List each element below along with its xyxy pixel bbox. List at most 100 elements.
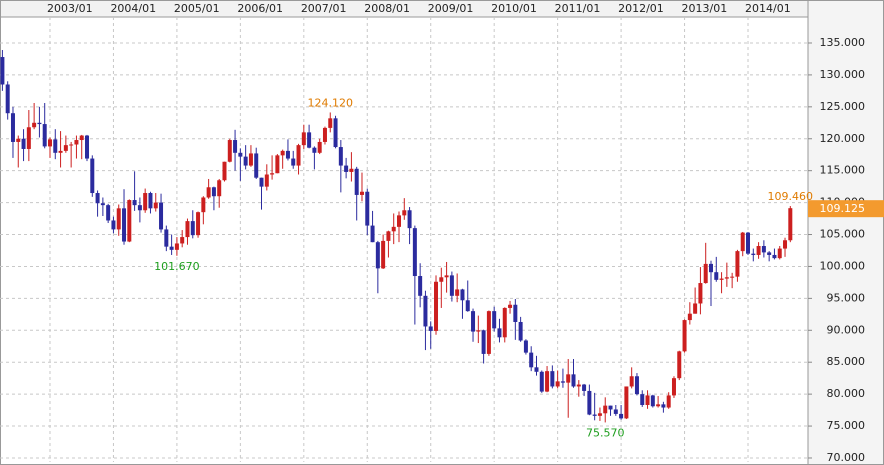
x-tick-label: 2008/01 [364,2,410,15]
candle-body [127,200,132,242]
candle-body [529,352,534,368]
x-tick-label: 2009/01 [428,2,474,15]
candle-body [26,127,31,149]
y-tick-label: 90.000 [827,323,866,336]
candle-body [735,251,740,277]
candle-body [21,138,26,149]
candle-body [534,367,539,372]
candle-body [455,289,460,296]
extreme-label: 101.670 [154,260,200,273]
candle-body [169,246,174,250]
y-tick-label: 80.000 [827,387,866,400]
candle-body [608,405,613,410]
candle-body [275,155,280,174]
candle-body [508,304,513,308]
candle-body [322,127,327,142]
candle-body [248,153,253,166]
candle-body [545,371,550,392]
candle-body [423,295,428,327]
x-tick-label: 2010/01 [491,2,537,15]
candle-body [116,208,121,230]
candle-body [428,326,433,331]
candle-body [222,161,227,181]
candle-body [47,139,52,147]
candle-body [243,156,248,166]
candle-body [682,320,687,352]
candle-body [58,150,63,153]
candle-body [513,304,518,322]
candle-body [106,205,111,221]
candle-body [407,210,412,229]
candle-body [359,191,364,195]
y-tick-label: 75.000 [827,419,866,432]
candle-body [264,174,269,187]
candle-body [714,272,719,280]
candle-body [196,212,201,236]
candle-body [397,215,401,227]
candle-body [656,404,661,407]
candle-body [624,386,629,419]
x-tick-label: 2003/01 [47,2,93,15]
candle-body [100,203,105,206]
x-tick-label: 2012/01 [618,2,664,15]
candle-body [587,390,592,415]
candle-body [296,145,301,166]
candle-body [619,413,624,419]
candle-body [740,232,745,252]
candle-body [402,210,407,216]
y-tick-label: 95.000 [827,291,866,304]
candle-body [317,141,322,153]
candle-body [32,122,37,128]
candle-body [566,374,571,383]
extreme-label: 109.460 [768,190,814,203]
y-tick-label: 115.000 [820,164,866,177]
candle-body [761,246,766,253]
candle-body [418,276,423,296]
price-axis-band [808,0,884,465]
candle-body [79,135,84,141]
candle-body [148,193,153,209]
y-tick-label: 120.000 [820,132,866,145]
candle-body [751,253,756,255]
x-tick-label: 2013/01 [682,2,728,15]
candle-body [85,135,90,159]
candle-body [254,153,259,178]
candle-body [772,254,777,259]
candle-body [259,177,264,187]
candle-body [497,328,502,338]
candle-body [412,228,417,277]
candle-body [206,187,211,198]
candle-body [571,374,576,387]
candle-body [640,394,645,405]
last-price-label: 109.125 [820,202,866,215]
candle-body [597,413,602,416]
time-axis-band [0,0,808,17]
candle-body [307,132,312,148]
candle-body [476,330,481,332]
candle-body [650,395,655,407]
candle-body [391,226,396,232]
candle-body [703,263,708,284]
candle-body [143,193,148,211]
y-tick-label: 130.000 [820,68,866,81]
candle-body [233,140,238,153]
candle-body [603,405,608,414]
candle-body [333,118,338,148]
y-tick-label: 70.000 [827,451,866,464]
candle-body [280,150,285,156]
candle-body [180,237,185,244]
candle-body [460,289,465,301]
candle-body [444,275,449,278]
last-price-tag [808,200,884,218]
candle-body [592,414,597,416]
y-tick-label: 135.000 [820,36,866,49]
candle-body [471,311,476,332]
candle-body [671,378,676,396]
candle-body [645,395,650,405]
candle-body [217,180,222,197]
candle-body [555,381,560,387]
candle-body [174,243,179,250]
candle-body [550,371,555,387]
candle-body [381,240,386,269]
